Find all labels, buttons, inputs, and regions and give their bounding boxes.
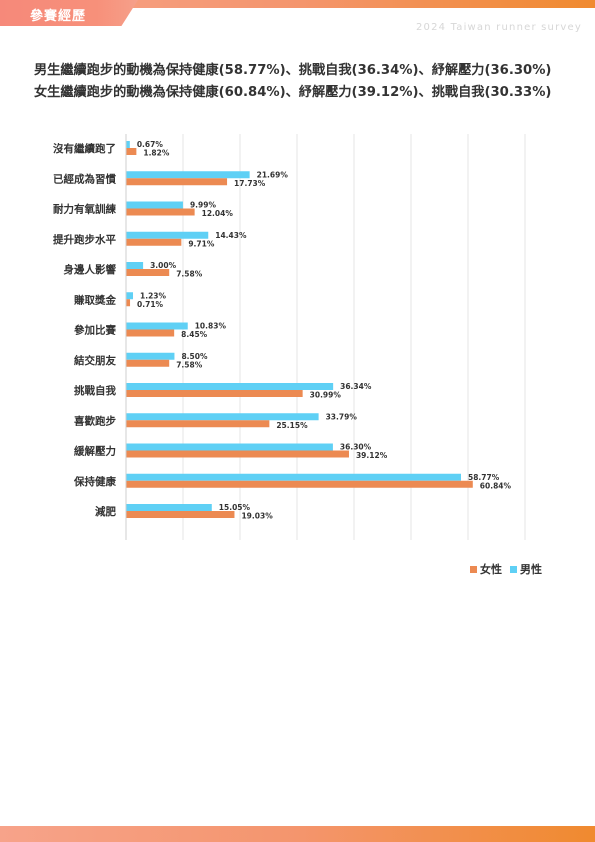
data-label-female: 17.73%: [234, 179, 266, 188]
bar-male: [126, 171, 250, 179]
data-label-female: 60.84%: [480, 481, 512, 490]
category-label: 沒有繼續跑了: [53, 142, 116, 155]
headline-male: 男生繼續跑步的動機為保持健康(58.77%)、挑戰自我(36.34%)、紓解壓力…: [34, 63, 552, 78]
headline-female: 女生繼續跑步的動機為保持健康(60.84%)、紓解壓力(39.12%)、挑戰自我…: [34, 85, 552, 100]
bar-male: [126, 322, 188, 330]
bar-male: [126, 141, 130, 148]
chart-legend: 女性 男性: [470, 561, 542, 577]
data-label-male: 36.34%: [340, 382, 372, 391]
bar-female: [126, 480, 473, 488]
data-label-female: 0.71%: [137, 300, 164, 309]
legend-item-female: 女性: [470, 561, 502, 577]
data-label-male: 10.83%: [195, 322, 227, 331]
legend-label-female: 女性: [480, 563, 502, 576]
bar-male: [126, 231, 209, 239]
bottom-accent-bar: [0, 826, 595, 842]
bar-female: [126, 420, 270, 428]
category-label: 挑戰自我: [74, 384, 116, 397]
bar-female: [126, 208, 195, 216]
data-label-male: 36.30%: [340, 443, 372, 452]
category-label: 緩解壓力: [74, 445, 116, 458]
bar-female: [126, 329, 175, 337]
data-label-male: 58.77%: [468, 473, 500, 482]
legend-label-male: 男性: [520, 563, 542, 576]
category-label: 保持健康: [73, 475, 116, 488]
category-label: 喜歡跑步: [74, 414, 116, 427]
data-label-male: 33.79%: [326, 412, 358, 421]
bar-female: [126, 178, 228, 186]
bar-male: [126, 383, 334, 390]
data-label-male: 9.99%: [190, 201, 217, 210]
motivation-bar-chart: 沒有繼續跑了 0.67%1.82% 已經成為習慣 21.69%17.73% 耐力有氧訓練…: [53, 134, 526, 540]
bar-male: [126, 504, 212, 511]
top-accent-bar: [0, 0, 595, 8]
data-label-female: 12.04%: [202, 209, 234, 218]
data-label-female: 30.99%: [310, 391, 342, 400]
data-label-female: 39.12%: [356, 451, 388, 460]
data-label-male: 15.05%: [219, 503, 251, 512]
data-label-male: 8.50%: [181, 352, 208, 361]
data-label-female: 7.58%: [176, 270, 203, 279]
category-label: 減肥: [95, 505, 116, 518]
section-tab-label: 參賽經歷: [30, 9, 87, 24]
category-label: 賺取獎金: [74, 293, 116, 306]
bar-male: [126, 443, 333, 451]
category-label: 已經成為習慣: [53, 172, 116, 185]
bar-male: [126, 413, 319, 421]
category-label: 參加比賽: [74, 324, 116, 337]
bar-male: [126, 352, 175, 360]
data-label-male: 3.00%: [150, 261, 177, 270]
data-label-male: 1.23%: [140, 291, 167, 300]
data-label-female: 9.71%: [188, 239, 215, 248]
data-label-male: 0.67%: [137, 140, 164, 149]
legend-item-male: 男性: [510, 561, 542, 577]
bar-female: [126, 390, 303, 397]
data-label-female: 1.82%: [143, 149, 170, 158]
bar-female: [126, 269, 170, 276]
category-label: 耐力有氧訓練: [53, 203, 116, 216]
bar-male: [126, 473, 461, 481]
data-label-female: 8.45%: [181, 330, 208, 339]
bar-female: [126, 238, 182, 246]
bar-female: [126, 450, 349, 458]
data-label-female: 19.03%: [241, 512, 273, 521]
survey-label: 2024 Taiwan runner survey: [415, 22, 582, 33]
category-label: 結交朋友: [74, 354, 116, 367]
bar-female: [126, 299, 131, 307]
bar-male: [126, 262, 144, 269]
data-label-female: 7.58%: [176, 360, 203, 369]
category-label: 身邊人影響: [64, 263, 117, 276]
bar-female: [126, 359, 170, 367]
bar-male: [126, 292, 134, 300]
category-label: 提升跑步水平: [53, 233, 116, 246]
bar-female: [126, 148, 137, 155]
section-tab: 參賽經歷: [0, 0, 138, 26]
legend-swatch-female: [470, 565, 477, 573]
data-label-female: 25.15%: [276, 421, 308, 430]
bar-female: [126, 511, 235, 518]
data-label-male: 14.43%: [215, 231, 247, 240]
data-label-male: 21.69%: [257, 170, 289, 179]
bar-male: [126, 201, 183, 209]
legend-swatch-male: [510, 565, 517, 573]
